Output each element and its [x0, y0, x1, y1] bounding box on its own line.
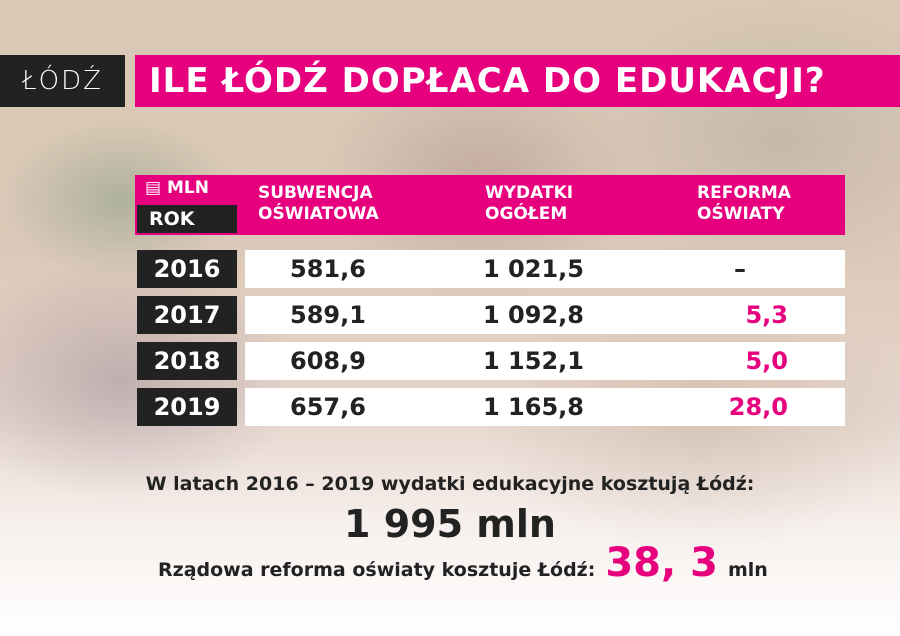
reforma-value: 5,3 [745, 301, 788, 329]
unit-label: ▤ MLN [145, 178, 209, 198]
summary-total: 1 995 mln [344, 502, 556, 546]
year-cell: 2018 [137, 342, 237, 380]
table-row [245, 250, 845, 288]
subwencja-value: 589,1 [290, 301, 366, 329]
header-line: OGÓŁEM [485, 204, 568, 224]
wydatki-value: 1 092,8 [483, 301, 584, 329]
year-cell: 2016 [137, 250, 237, 288]
reform-summary-label: Rządowa reforma oświaty kosztuje Łódź: [158, 559, 596, 581]
table-header [135, 175, 845, 235]
reforma-value: – [734, 255, 746, 283]
page-title: ILE ŁÓDŹ DOPŁACA DO EDUKACJI? [135, 55, 900, 107]
summary-line: W latach 2016 – 2019 wydatki edukacyjne … [145, 473, 755, 495]
wydatki-value: 1 021,5 [483, 255, 584, 283]
reform-unit: mln [727, 559, 768, 581]
header-line: OŚWIATY [697, 204, 785, 224]
header-line: SUBWENCJA [258, 183, 373, 203]
table-row [245, 296, 845, 334]
reform-total: 38, 3 [605, 540, 718, 586]
subwencja-value: 657,6 [290, 393, 366, 421]
subwencja-value: 581,6 [290, 255, 366, 283]
header-line: WYDATKI [485, 183, 574, 203]
reforma-value: 28,0 [728, 393, 788, 421]
header-reforma: REFORMA OŚWIATY [697, 183, 791, 225]
header-subwencja: SUBWENCJA OŚWIATOWA [258, 183, 379, 225]
money-stack-icon: ▤ [145, 178, 162, 198]
subwencja-value: 608,9 [290, 347, 366, 375]
lodz-logo: ŁÓDŹ [0, 55, 125, 107]
reform-summary: Rządowa reforma oświaty kosztuje Łódź: 3… [158, 540, 768, 586]
header-line: OŚWIATOWA [258, 204, 379, 224]
unit-text: MLN [166, 178, 209, 198]
wydatki-value: 1 152,1 [483, 347, 584, 375]
table-row [245, 342, 845, 380]
wydatki-value: 1 165,8 [483, 393, 584, 421]
header-line: REFORMA [697, 183, 791, 203]
header-wydatki: WYDATKI OGÓŁEM [485, 183, 573, 225]
reforma-value: 5,0 [745, 347, 788, 375]
year-header: ROK [137, 205, 237, 233]
year-cell: 2017 [137, 296, 237, 334]
year-cell: 2019 [137, 388, 237, 426]
table-row [245, 388, 845, 426]
